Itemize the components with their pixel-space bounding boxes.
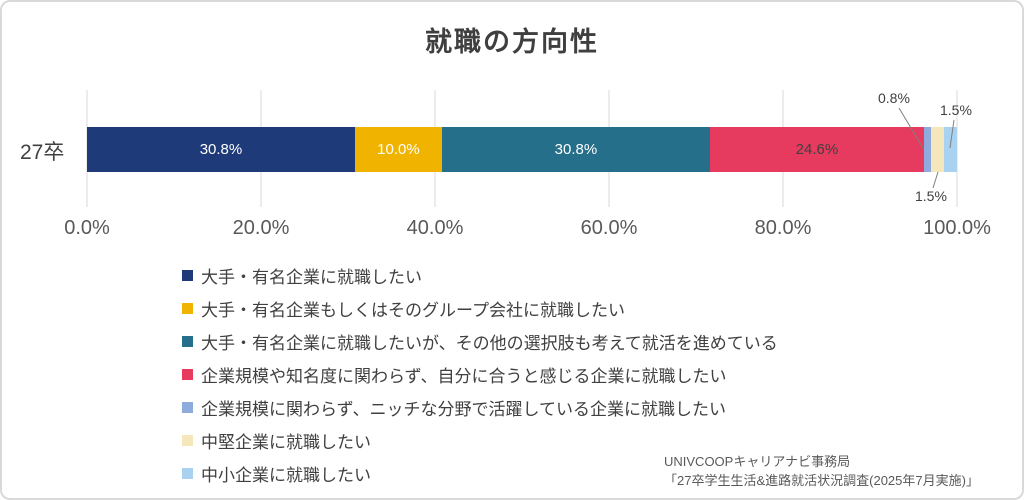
callout-small-value: 1.5% xyxy=(940,102,972,118)
legend-swatch-icon xyxy=(182,468,193,479)
legend-item: 中小企業に就職したい xyxy=(182,457,778,490)
bar-segment-group-company: 10.0% xyxy=(354,127,442,172)
stacked-bar: 30.8% 10.0% 30.8% 24.6% xyxy=(87,127,957,172)
legend-swatch-icon xyxy=(182,303,193,314)
legend-swatch-icon xyxy=(182,435,193,446)
legend-swatch-icon xyxy=(182,402,193,413)
legend-swatch-icon xyxy=(182,270,193,281)
legend-item: 大手・有名企業もしくはそのグループ会社に就職したい xyxy=(182,292,778,325)
legend-item: 大手・有名企業に就職したい xyxy=(182,259,778,292)
x-axis-tick-label: 100.0% xyxy=(923,217,991,239)
legend-label: 大手・有名企業に就職したいが、その他の選択肢も考えて就活を進めている xyxy=(201,334,778,353)
source-line: 「27卒学生生活&進路就活状況調査(2025年7月実施)」 xyxy=(664,472,979,488)
bar-segment-label: 24.6% xyxy=(795,141,839,158)
bar-segment-mid-company xyxy=(930,127,944,172)
bar-segment-major-plus-options: 30.8% xyxy=(441,127,710,172)
plot-area: 30.8% 10.0% 30.8% 24.6% 0.0% 20.0% 40.0%… xyxy=(64,90,991,239)
legend-swatch-icon xyxy=(182,336,193,347)
legend-label: 企業規模に関わらず、ニッチな分野で活躍している企業に就職したい xyxy=(201,400,726,419)
gridline xyxy=(956,90,958,207)
x-axis-tick-label: 80.0% xyxy=(754,217,812,239)
chart-title: 就職の方向性 xyxy=(425,27,599,57)
source-line: UNIVCOOPキャリアナビ事務局 xyxy=(664,454,851,469)
bar-segment-label: 30.8% xyxy=(554,141,598,158)
legend: 大手・有名企業に就職したい 大手・有名企業もしくはそのグループ会社に就職したい … xyxy=(182,259,778,490)
bar-segment-major-company: 30.8% xyxy=(87,127,355,172)
x-axis-tick-label: 40.0% xyxy=(406,217,464,239)
legend-label: 大手・有名企業に就職したい xyxy=(201,268,422,287)
bar-segment-niche-company xyxy=(923,127,931,172)
bar-segment-label: 10.0% xyxy=(377,141,420,158)
bar-segment-fit-company: 24.6% xyxy=(709,127,924,172)
source-attribution: UNIVCOOPキャリアナビ事務局 「27卒学生生活&進路就活状況調査(2025… xyxy=(664,453,979,491)
legend-label: 中小企業に就職したい xyxy=(201,466,371,485)
x-axis-tick-label: 0.0% xyxy=(64,217,110,239)
category-label: 27卒 xyxy=(20,141,65,164)
legend-label: 企業規模や知名度に関わらず、自分に合うと感じる企業に就職したい xyxy=(201,367,727,386)
legend-item: 企業規模や知名度に関わらず、自分に合うと感じる企業に就職したい xyxy=(182,358,778,391)
legend-label: 大手・有名企業もしくはそのグループ会社に就職したい xyxy=(201,301,625,320)
legend-item: 中堅企業に就職したい xyxy=(182,424,778,457)
bar-segment-label: 30.8% xyxy=(199,141,243,158)
bar-segment-small-company xyxy=(943,127,957,172)
callout-niche-value: 0.8% xyxy=(878,90,910,106)
legend-swatch-icon xyxy=(182,369,193,380)
x-axis-tick-label: 60.0% xyxy=(580,217,638,239)
legend-label: 中堅企業に就職したい xyxy=(201,433,371,452)
legend-item: 大手・有名企業に就職したいが、その他の選択肢も考えて就活を進めている xyxy=(182,325,778,358)
legend-item: 企業規模に関わらず、ニッチな分野で活躍している企業に就職したい xyxy=(182,391,778,424)
x-axis-tick-label: 20.0% xyxy=(232,217,290,239)
callout-mid-value: 1.5% xyxy=(915,188,947,204)
